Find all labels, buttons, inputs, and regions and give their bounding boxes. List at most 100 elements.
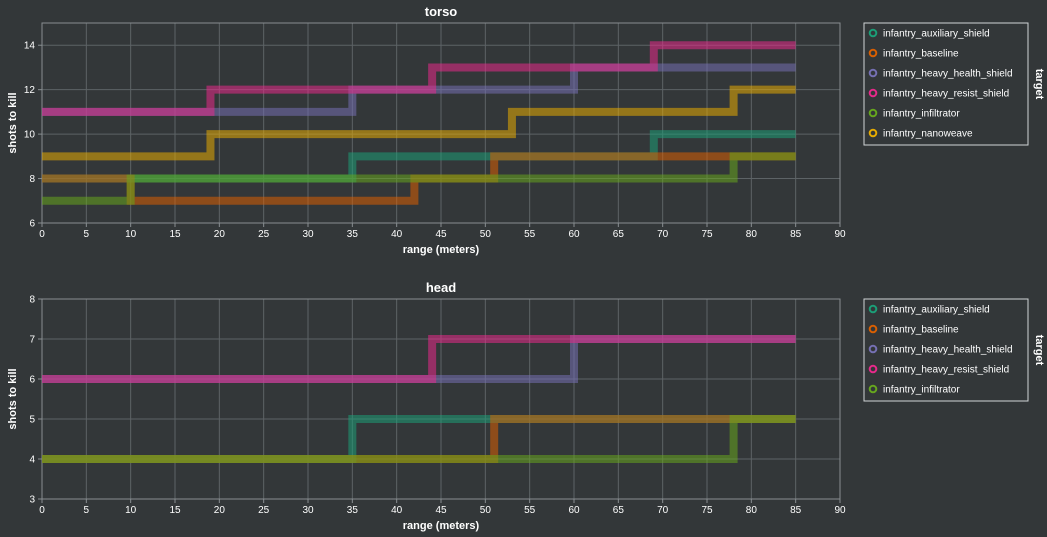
legend-box (863, 22, 1029, 146)
x-axis-title: range (meters) (403, 244, 480, 256)
legend-swatch (868, 324, 878, 334)
x-tick-label: 85 (790, 505, 802, 516)
y-tick-label: 8 (29, 174, 35, 185)
x-tick-label: 60 (568, 229, 580, 240)
legend-item-infantry_heavy_resist_shield: infantry_heavy_resist_shield (883, 365, 1009, 376)
legend-title: target (1033, 69, 1045, 100)
series-group (42, 41, 796, 205)
y-tick-label: 3 (29, 495, 35, 506)
x-tick-label: 90 (834, 229, 846, 240)
y-axis: 3 4 5 6 7 8 shots to kill (7, 295, 42, 506)
y-axis-title: shots to kill (7, 368, 19, 429)
x-tick-label: 50 (480, 505, 492, 516)
x-tick-label: 0 (39, 505, 45, 516)
x-axis-title: range (meters) (403, 520, 480, 532)
legend-swatch (868, 364, 878, 374)
x-tick-label: 60 (568, 505, 580, 516)
x-tick-label: 10 (125, 505, 137, 516)
x-tick-label: 35 (347, 505, 359, 516)
series-group (42, 335, 796, 463)
legend-box (863, 298, 1029, 402)
series-line-infantry_heavy_resist_shield (42, 335, 796, 383)
chart-torso: 0 5 10 15 20 25 30 35 40 45 50 55 60 65 70 75 80 85 90 rang… (7, 4, 1045, 256)
x-tick-label: 25 (258, 505, 270, 516)
series-line-infantry_infiltrator (42, 152, 796, 205)
legend: infantry_auxiliary_shield infantry_baseli… (863, 298, 1045, 402)
x-tick-label: 25 (258, 229, 270, 240)
legend-item-infantry_auxiliary_shield: infantry_auxiliary_shield (883, 305, 990, 316)
legend-item-infantry_heavy_resist_shield: infantry_heavy_resist_shield (883, 89, 1009, 100)
x-tick-label: 80 (746, 505, 758, 516)
y-axis: 6 8 10 12 14 shots to kill (7, 41, 42, 230)
y-tick-label: 7 (29, 335, 35, 346)
grid (41, 23, 841, 224)
series-line-infantry_heavy_health_shield (42, 335, 796, 383)
x-tick-label: 50 (480, 229, 492, 240)
x-axis: 0 5 10 15 20 25 30 35 40 45 50 55 60 65 70 75 80 85 90 rang… (39, 223, 846, 256)
x-axis: 0 5 10 15 20 25 30 35 40 45 50 55 60 65 70 75 80 85 90 rang… (39, 499, 846, 532)
x-tick-label: 30 (302, 505, 314, 516)
legend-swatch (868, 384, 878, 394)
legend-swatch (868, 304, 878, 314)
legend-swatch (868, 128, 878, 138)
legend-item-infantry_nanoweave: infantry_nanoweave (883, 129, 973, 140)
x-tick-label: 20 (214, 229, 226, 240)
chart-head: 0 5 10 15 20 25 30 35 40 45 50 55 60 65 70 75 80 85 90rang… (7, 280, 1045, 532)
legend-item-infantry_infiltrator: infantry_infiltrator (883, 109, 960, 120)
y-axis-title: shots to kill (7, 92, 19, 153)
y-tick-label: 5 (29, 415, 35, 426)
series-line-infantry_heavy_resist_shield (42, 41, 796, 116)
y-tick-label: 6 (29, 375, 35, 386)
x-tick-label: 35 (347, 229, 359, 240)
x-tick-label: 10 (125, 229, 137, 240)
legend-swatch (868, 344, 878, 354)
legend-swatch (868, 48, 878, 58)
legend-item-infantry_baseline: infantry_baseline (883, 49, 959, 60)
y-tick-label: 6 (29, 219, 35, 230)
x-tick-label: 5 (84, 505, 90, 516)
x-tick-label: 85 (790, 229, 802, 240)
series-line-infantry_auxiliary_shield (42, 415, 796, 463)
x-tick-label: 90 (834, 505, 846, 516)
chart-title: head (426, 280, 456, 295)
legend-item-infantry_baseline: infantry_baseline (883, 325, 959, 336)
x-tick-label: 70 (657, 229, 669, 240)
legend-swatch (868, 68, 878, 78)
series-line-infantry_nanoweave (42, 85, 796, 161)
legend: infantry_auxiliary_shield infantry_baseli… (863, 22, 1045, 146)
y-tick-label: 14 (24, 41, 36, 52)
x-tick-label: 45 (435, 505, 447, 516)
x-tick-label: 70 (657, 505, 669, 516)
chart-title: torso (425, 4, 458, 19)
legend-swatch (868, 108, 878, 118)
x-tick-label: 40 (391, 505, 403, 516)
x-tick-label: 65 (613, 505, 625, 516)
legend-title: target (1033, 335, 1045, 366)
x-tick-label: 80 (746, 229, 758, 240)
x-tick-label: 75 (701, 229, 713, 240)
legend-item-infantry_auxiliary_shield: infantry_auxiliary_shield (883, 29, 990, 40)
legend-item-infantry_heavy_health_shield: infantry_heavy_health_shield (883, 345, 1013, 356)
y-tick-label: 4 (29, 455, 35, 466)
x-tick-label: 75 (701, 505, 713, 516)
y-tick-label: 8 (29, 295, 35, 306)
legend-item-infantry_heavy_health_shield: infantry_heavy_health_shield (883, 69, 1013, 80)
x-tick-label: 15 (169, 505, 181, 516)
x-tick-label: 0 (39, 229, 45, 240)
x-tick-label: 55 (524, 229, 536, 240)
x-tick-label: 30 (302, 229, 314, 240)
x-tick-label: 5 (84, 229, 90, 240)
legend-swatch (868, 88, 878, 98)
legend-swatch (868, 28, 878, 38)
x-tick-label: 40 (391, 229, 403, 240)
legend-item-infantry_infiltrator: infantry_infiltrator (883, 385, 960, 396)
series-line-infantry_baseline (42, 415, 796, 463)
x-tick-label: 15 (169, 229, 181, 240)
x-tick-label: 65 (613, 229, 625, 240)
x-tick-label: 45 (435, 229, 447, 240)
x-tick-label: 55 (524, 505, 536, 516)
y-tick-label: 10 (24, 130, 36, 141)
y-tick-label: 12 (24, 85, 36, 96)
series-line-infantry_infiltrator (42, 415, 796, 463)
